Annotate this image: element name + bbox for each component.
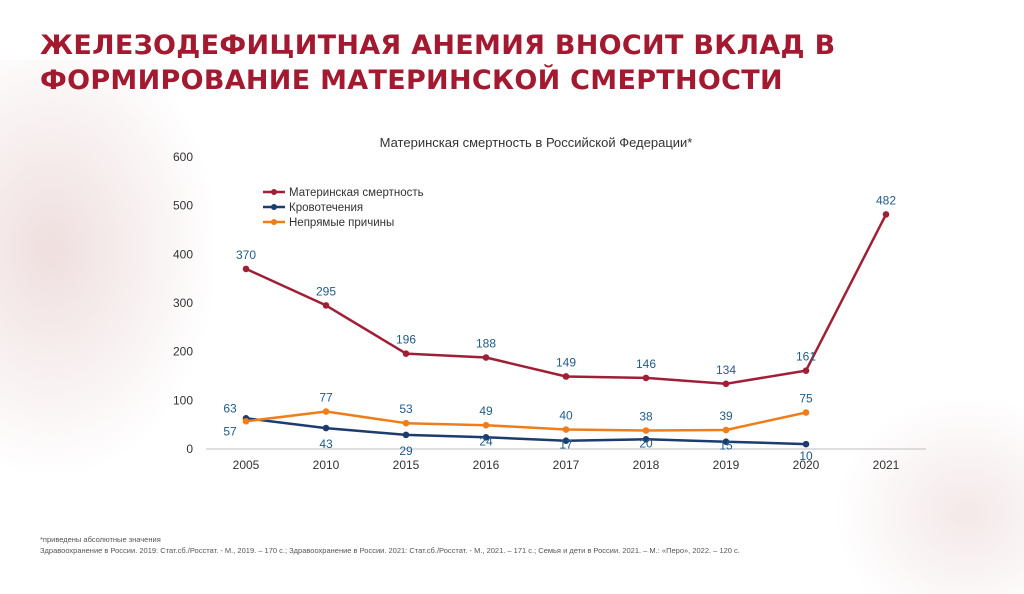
footnote-note: *приведены абсолютные значения — [40, 535, 161, 544]
data-point — [562, 373, 570, 380]
data-label: 39 — [719, 409, 733, 423]
data-point — [322, 424, 330, 432]
data-point — [642, 427, 650, 434]
y-tick-label: 0 — [186, 442, 193, 456]
data-label: 370 — [236, 248, 256, 262]
legend-label: Материнская смертность — [289, 187, 424, 199]
data-label: 17 — [559, 438, 573, 452]
data-label: 49 — [479, 404, 493, 418]
legend-label: Непрямые причины — [289, 217, 394, 229]
slide-title: ЖЕЛЕЗОДЕФИЦИТНАЯ АНЕМИЯ ВНОСИТ ВКЛАД В Ф… — [40, 30, 836, 96]
data-point — [642, 435, 650, 443]
data-point — [722, 426, 730, 434]
legend-marker — [271, 204, 277, 210]
data-point — [482, 421, 490, 429]
data-label: 134 — [716, 363, 736, 377]
data-label: 196 — [396, 333, 416, 347]
legend-label: Кровотечения — [289, 202, 363, 214]
data-point — [482, 434, 490, 441]
data-label: 188 — [476, 337, 496, 351]
data-point — [402, 431, 410, 439]
data-point — [642, 374, 650, 382]
footnote: *приведены абсолютные значения Здравоохр… — [40, 534, 1000, 556]
y-tick-label: 600 — [173, 150, 193, 164]
legend-marker — [271, 219, 277, 225]
x-tick-label: 2019 — [713, 458, 740, 472]
x-tick-label: 2016 — [473, 458, 500, 472]
data-label: 20 — [639, 436, 653, 450]
data-point — [402, 419, 410, 427]
series-line — [245, 417, 807, 446]
data-point — [802, 440, 810, 448]
y-tick-label: 300 — [173, 296, 193, 310]
series-line — [245, 410, 807, 432]
y-tick-label: 500 — [173, 199, 193, 213]
footnote-sources: Здравоохранение в России. 2019: Стат.сб.… — [40, 546, 740, 555]
data-point — [242, 265, 250, 273]
data-point — [402, 350, 410, 357]
data-label: 10 — [799, 449, 813, 463]
x-tick-label: 2010 — [313, 458, 340, 472]
data-point — [882, 211, 890, 218]
data-label: 149 — [556, 355, 576, 369]
legend-marker — [271, 189, 277, 195]
data-label: 24 — [479, 434, 493, 448]
data-point — [722, 438, 730, 446]
data-label: 295 — [316, 284, 336, 298]
data-label: 53 — [399, 402, 413, 416]
data-label: 482 — [876, 193, 896, 207]
data-point — [322, 408, 330, 415]
data-label: 146 — [636, 357, 656, 371]
data-point — [802, 367, 810, 374]
data-point — [562, 426, 570, 433]
y-tick-label: 200 — [173, 345, 193, 359]
y-tick-label: 400 — [173, 247, 193, 261]
data-point — [562, 437, 570, 445]
data-point — [802, 409, 810, 416]
data-label: 43 — [319, 437, 333, 451]
data-label: 161 — [796, 350, 816, 364]
data-label: 15 — [719, 439, 733, 453]
data-point — [242, 417, 250, 425]
data-point — [482, 354, 490, 361]
data-point — [722, 380, 730, 388]
data-label: 63 — [223, 401, 237, 415]
data-label: 40 — [559, 409, 573, 423]
x-tick-label: 2017 — [553, 458, 580, 472]
x-tick-label: 2018 — [633, 458, 660, 472]
x-tick-label: 2021 — [873, 458, 900, 472]
data-label: 57 — [223, 424, 237, 438]
data-point — [322, 302, 330, 309]
data-label: 77 — [319, 391, 333, 405]
x-tick-label: 2005 — [233, 458, 260, 472]
chart-title: Материнская смертность в Российской Феде… — [379, 135, 693, 150]
background-decoration — [0, 60, 220, 480]
data-label: 29 — [399, 444, 413, 458]
x-tick-label: 2015 — [393, 458, 420, 472]
background-decoration-corner — [834, 394, 1024, 594]
data-label: 75 — [799, 392, 813, 406]
x-tick-label: 2020 — [793, 458, 820, 472]
data-label: 38 — [639, 410, 653, 424]
y-tick-label: 100 — [173, 393, 193, 407]
